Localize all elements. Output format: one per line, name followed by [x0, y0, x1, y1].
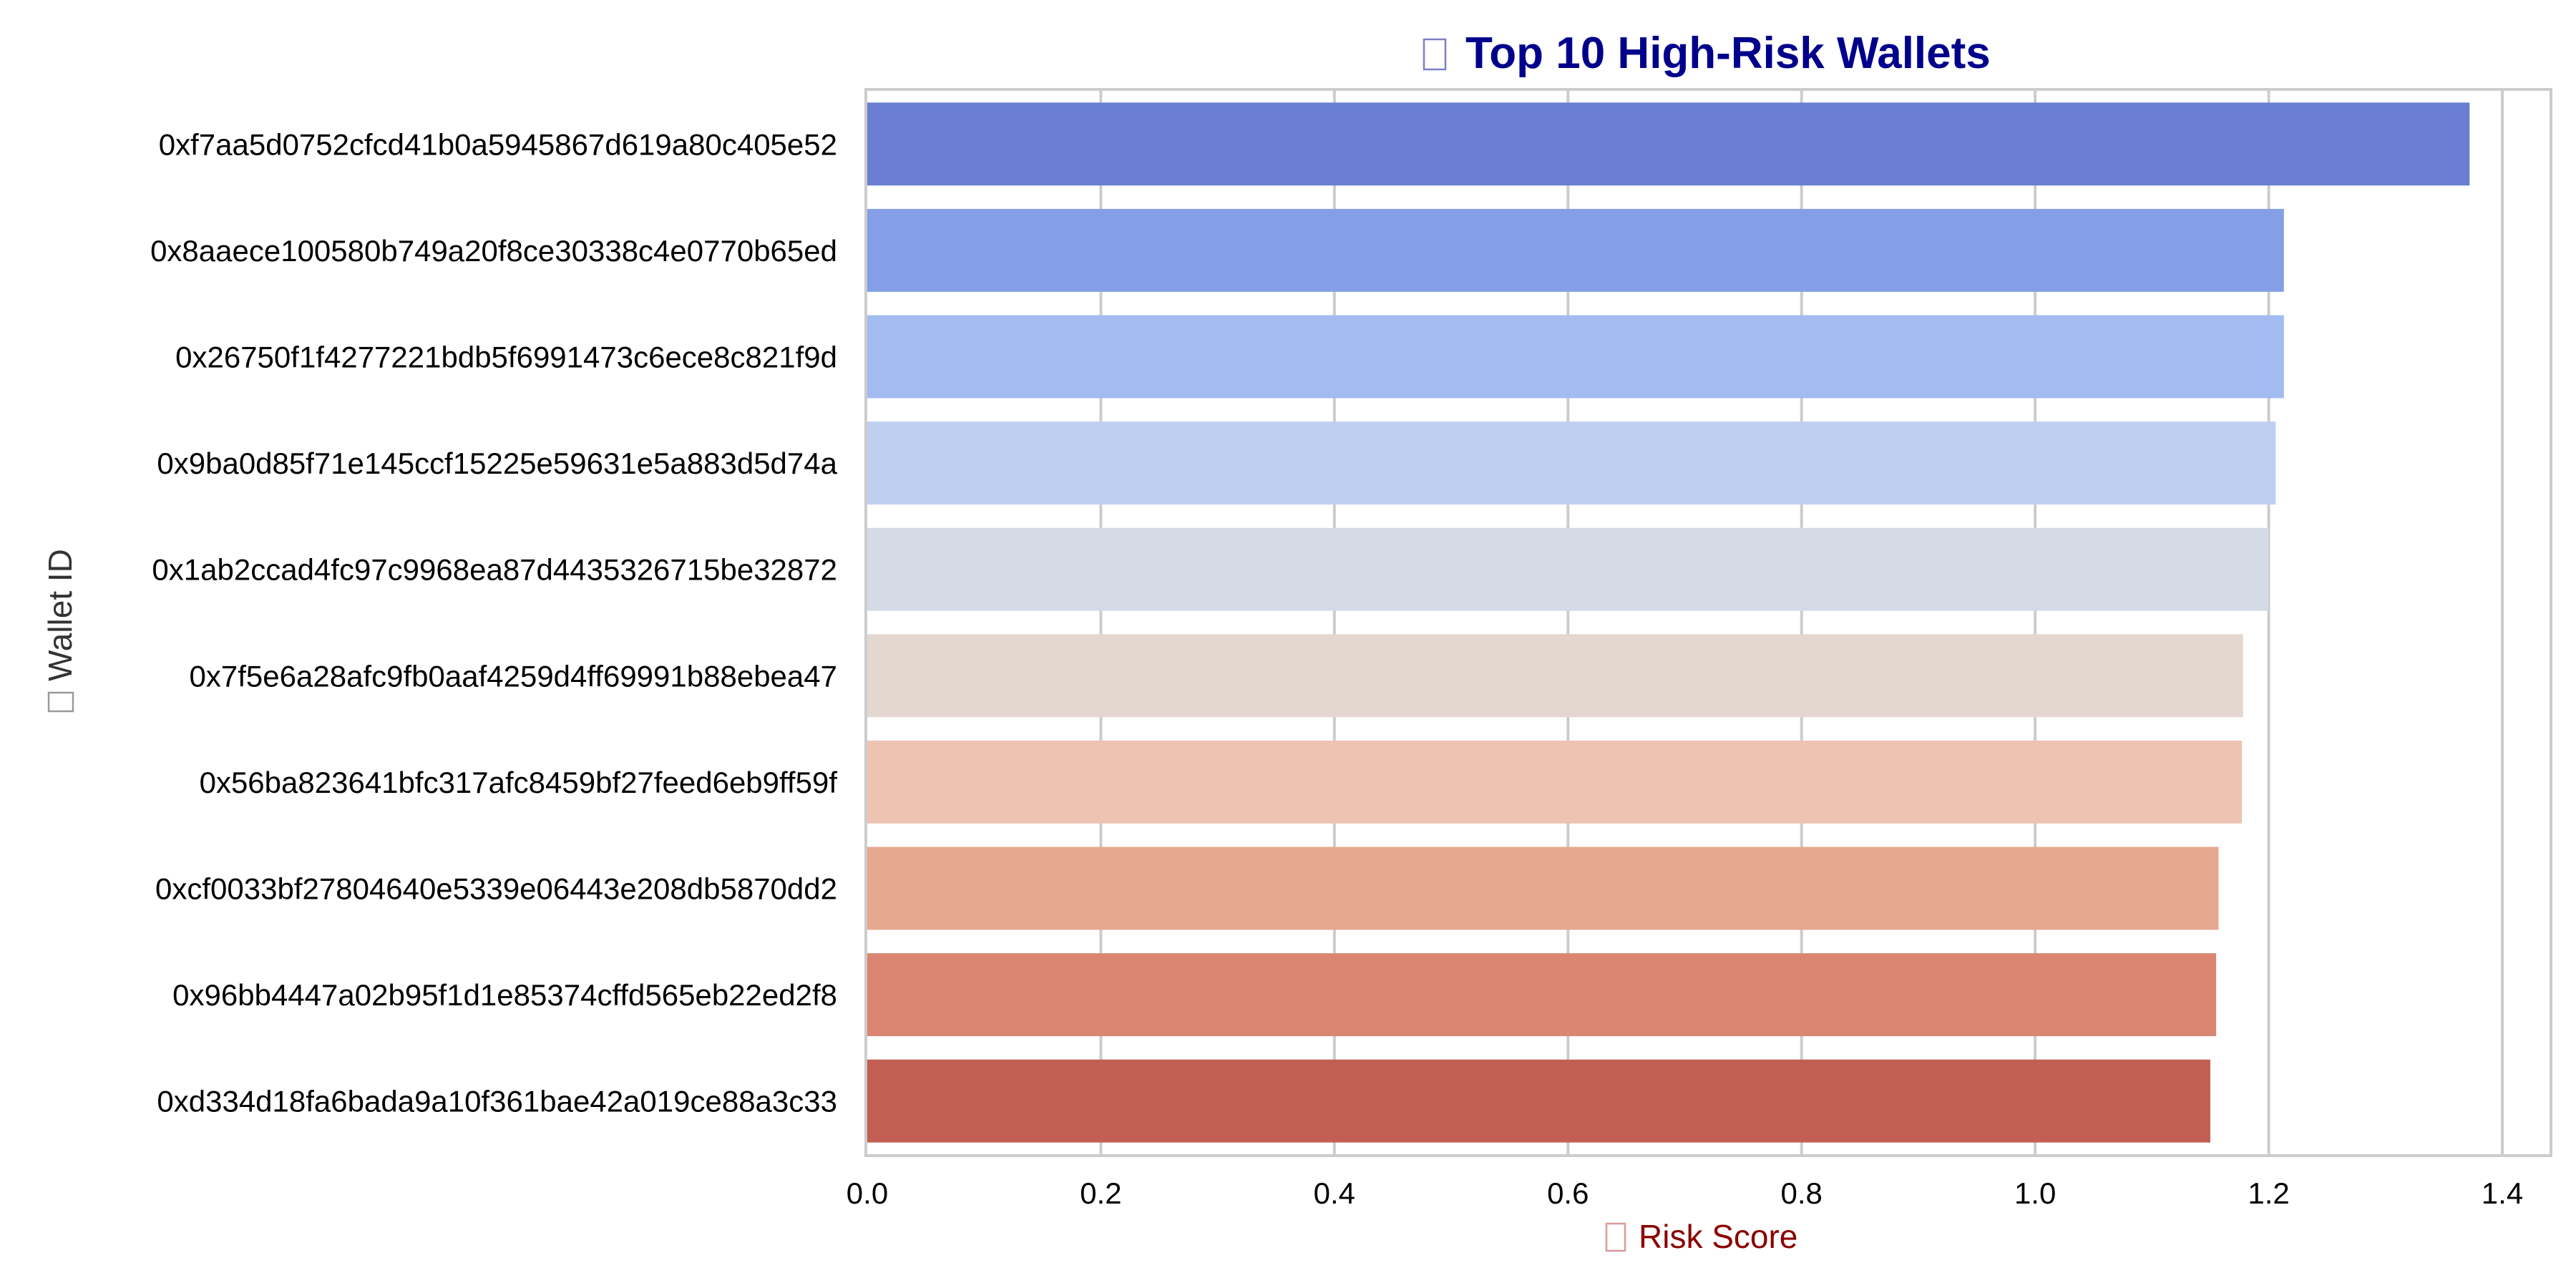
y-tick-label: 0x26750f1f4277221bdb5f6991473c6ece8c821f… [175, 341, 837, 374]
y-axis-title-group: Wallet ID [42, 549, 79, 713]
bar [867, 527, 2269, 611]
bars [867, 102, 2470, 1143]
bar [867, 953, 2217, 1037]
y-tick-label: 0xcf0033bf27804640e5339e06443e208db5870d… [155, 872, 837, 906]
y-tick-label: 0x96bb4447a02b95f1d1e85374cffd565eb22ed2… [172, 978, 837, 1012]
x-tick-label: 0.8 [1781, 1176, 1823, 1210]
bar [867, 315, 2284, 399]
chart-title-group: Top 10 High-Risk Wallets [1423, 29, 1991, 78]
ylabel-emoji-placeholder-icon [47, 691, 74, 713]
y-tick-label: 0x56ba823641bfc317afc8459bf27feed6eb9ff5… [200, 766, 838, 799]
x-tick-label: 0.4 [1314, 1176, 1355, 1210]
xlabel-emoji-placeholder-icon [1605, 1222, 1626, 1252]
chart-title: Top 10 High-Risk Wallets [1465, 29, 1991, 78]
y-tick-label: 0x9ba0d85f71e145ccf15225e59631e5a883d5d7… [157, 447, 837, 480]
bar [867, 1059, 2210, 1143]
bar [867, 421, 2276, 505]
x-tick-label: 0.2 [1080, 1176, 1121, 1210]
y-tick-label: 0xf7aa5d0752cfcd41b0a5945867d619a80c405e… [159, 127, 837, 161]
y-tick-label: 0x8aaece100580b749a20f8ce30338c4e0770b65… [150, 234, 837, 268]
x-tick-label: 0.6 [1547, 1176, 1589, 1210]
x-tick-label: 1.4 [2482, 1176, 2523, 1210]
y-tick-label: 0x1ab2ccad4fc97c9968ea87d4435326715be328… [152, 553, 837, 587]
bar [867, 102, 2470, 186]
x-axis-title-group: Risk Score [1605, 1218, 1797, 1255]
bar [867, 740, 2243, 824]
x-axis-title: Risk Score [1639, 1218, 1797, 1255]
bar [867, 847, 2219, 930]
y-tick-label: 0x7f5e6a28afc9fb0aaf4259d4ff69991b88ebea… [190, 659, 837, 693]
x-tick-label: 1.0 [2014, 1176, 2056, 1210]
y-tick-labels: 0xf7aa5d0752cfcd41b0a5945867d619a80c405e… [150, 127, 838, 1118]
y-tick-label: 0xd334d18fa6bada9a10f361bae42a019ce88a3c… [157, 1085, 837, 1118]
title-emoji-placeholder-icon [1423, 38, 1447, 71]
x-tick-label: 0.0 [847, 1176, 888, 1210]
bar [867, 208, 2284, 292]
x-tick-label: 1.2 [2248, 1176, 2289, 1210]
x-tick-labels: 0.0 0.2 0.4 0.6 0.8 1.0 1.2 1.4 [847, 1176, 2523, 1210]
y-axis-title: Wallet ID [42, 549, 79, 681]
bar [867, 634, 2243, 718]
